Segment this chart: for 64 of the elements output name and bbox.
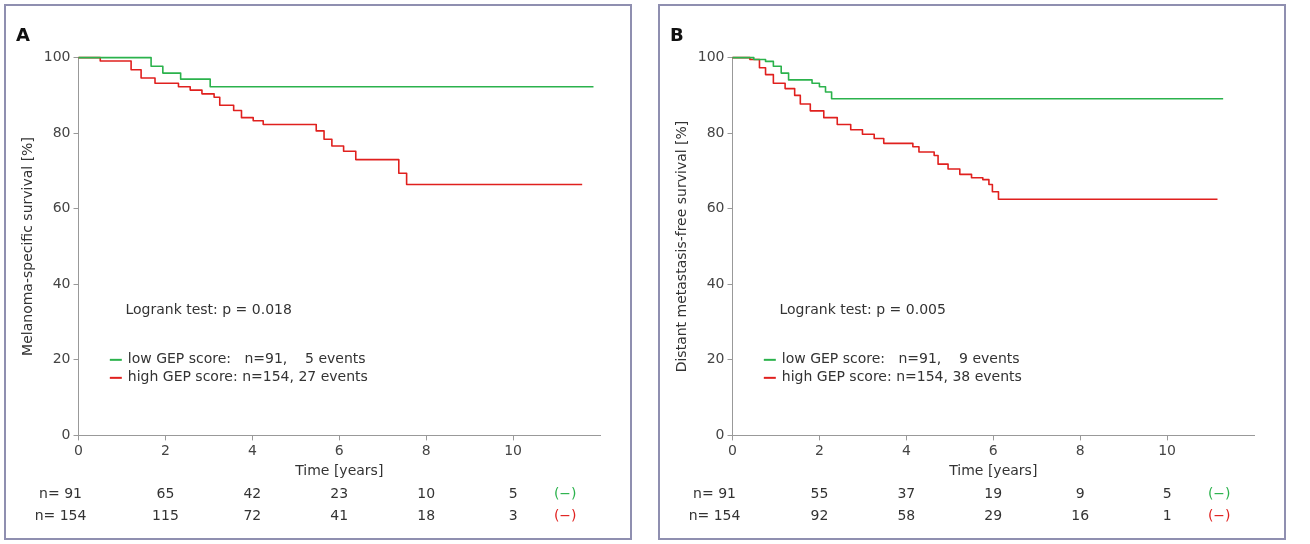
text: 92: [810, 506, 829, 523]
text: n= 154: [688, 506, 741, 523]
legend-label: low GEP score: n=91, 5 events: [127, 350, 366, 367]
text: 3: [508, 506, 518, 523]
text: 115: [152, 506, 179, 523]
y-tick-label: 0: [715, 426, 725, 443]
text: 19: [984, 484, 1003, 501]
text: (−): [1207, 506, 1231, 523]
text: 41: [330, 506, 349, 523]
text: 37: [897, 484, 916, 501]
chart-title: A: [16, 24, 30, 46]
x-tick-label: 8: [421, 442, 431, 459]
x-tick-label: 10: [504, 442, 522, 459]
y-tick-label: 60: [706, 199, 725, 216]
text: 58: [897, 506, 916, 523]
text: 5: [1162, 484, 1172, 501]
x-tick-label: 10: [1158, 442, 1176, 459]
x-tick-label: 6: [334, 442, 344, 459]
x-tick-label: 0: [728, 442, 737, 459]
y-tick-label: 60: [52, 199, 71, 216]
y-tick-label: 80: [706, 123, 725, 140]
y-tick-label: 0: [61, 426, 71, 443]
x-tick-label: 4: [901, 442, 911, 459]
annotation: Logrank test: p = 0.005: [779, 301, 946, 318]
legend-label: low GEP score: n=91, 9 events: [781, 350, 1020, 367]
y-tick-label: 40: [52, 274, 71, 291]
y-tick-label: 80: [52, 123, 71, 140]
chart-title: B: [670, 24, 684, 46]
text: 18: [417, 506, 436, 523]
legend-label: high GEP score: n=154, 27 events: [127, 368, 368, 385]
text: 65: [156, 484, 175, 501]
text: 72: [243, 506, 262, 523]
y-axis-title: Distant metastasis-free survival [%]: [673, 120, 690, 373]
y-tick-label: 20: [52, 350, 71, 367]
x-axis-title: Time [years]: [294, 462, 384, 479]
x-tick-label: 6: [988, 442, 998, 459]
text: 42: [243, 484, 262, 501]
y-tick-label: 20: [706, 350, 725, 367]
text: 5: [508, 484, 518, 501]
text: n= 91: [693, 484, 736, 501]
text: 9: [1075, 484, 1085, 501]
annotation: Logrank test: p = 0.018: [125, 301, 292, 318]
text: 29: [984, 506, 1003, 523]
legend-label: high GEP score: n=154, 38 events: [781, 368, 1022, 385]
text: n= 91: [39, 484, 82, 501]
x-tick-label: 2: [160, 442, 170, 459]
y-tick-label: 100: [43, 48, 71, 65]
text: (−): [1207, 484, 1231, 501]
text: n= 154: [34, 506, 87, 523]
text: 10: [417, 484, 436, 501]
y-tick-label: 100: [697, 48, 725, 65]
text: 16: [1071, 506, 1090, 523]
text: (−): [553, 506, 577, 523]
y-tick-label: 40: [706, 274, 725, 291]
y-axis-title: Melanoma-specific survival [%]: [19, 137, 36, 356]
x-tick-label: 2: [814, 442, 824, 459]
text: 1: [1162, 506, 1172, 523]
text: 55: [810, 484, 829, 501]
x-tick-label: 4: [247, 442, 257, 459]
text: 23: [330, 484, 349, 501]
text: (−): [553, 484, 577, 501]
x-axis-title: Time [years]: [948, 462, 1038, 479]
x-tick-label: 0: [74, 442, 83, 459]
x-tick-label: 8: [1075, 442, 1085, 459]
